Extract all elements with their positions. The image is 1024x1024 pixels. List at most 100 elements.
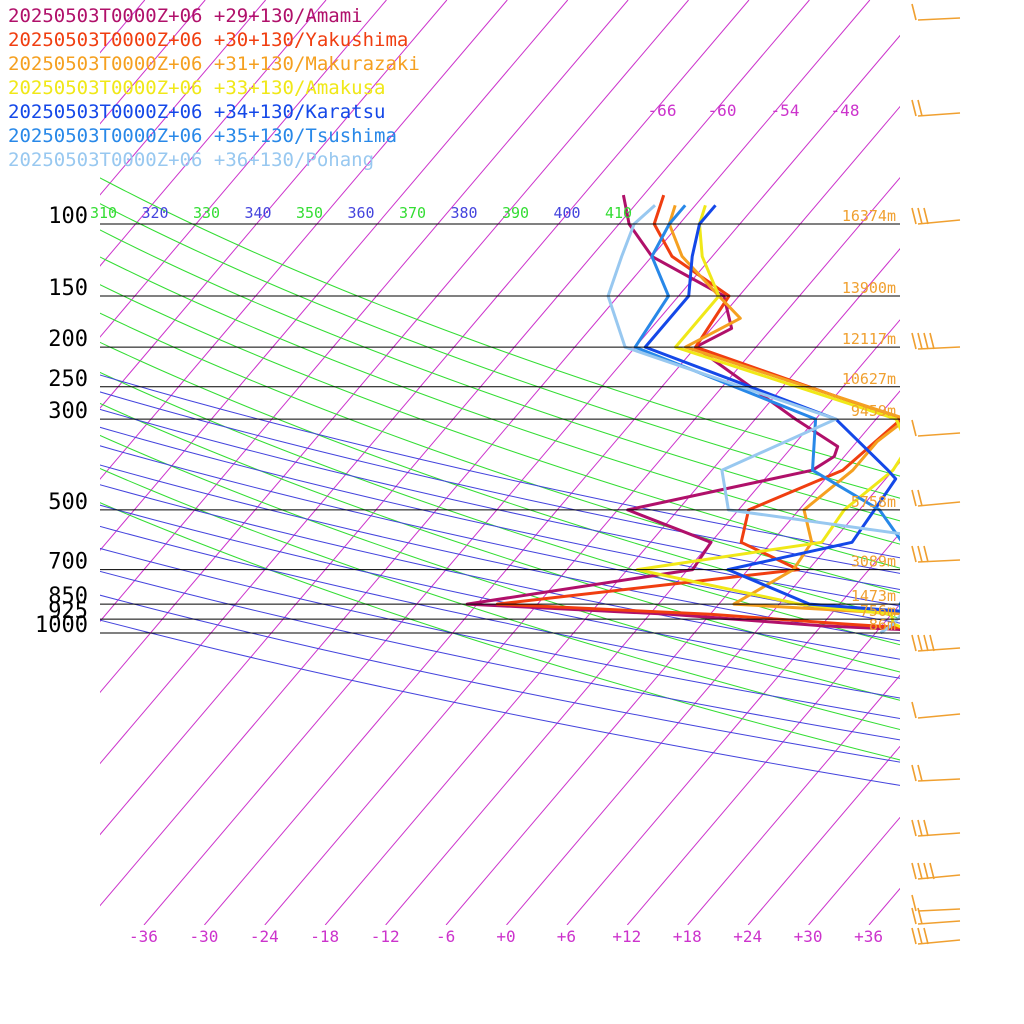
x-tick-label: +6 bbox=[557, 927, 576, 946]
series-line bbox=[643, 204, 900, 613]
theta-label: 370 bbox=[399, 204, 426, 222]
height-label: 756m bbox=[860, 602, 896, 620]
isentrope-line bbox=[100, 484, 900, 660]
isotherm-line bbox=[143, 34, 900, 925]
isentrope-line bbox=[100, 619, 900, 786]
pressure-tick-label: 100 bbox=[48, 204, 88, 229]
height-label: 3089m bbox=[851, 553, 896, 571]
wind-barb bbox=[911, 207, 961, 225]
isotherm-line bbox=[100, 0, 810, 836]
wind-barb bbox=[911, 99, 961, 117]
pressure-tick-label: 925 bbox=[48, 599, 88, 624]
pressure-tick-label: 850 bbox=[48, 584, 88, 609]
isotherm-line bbox=[100, 0, 871, 907]
isotherm-line bbox=[747, 745, 900, 925]
theta-label: 410 bbox=[605, 204, 632, 222]
x-tick-label: -18 bbox=[310, 927, 339, 946]
isotherm-line bbox=[100, 0, 750, 765]
dry-adiabat-line bbox=[100, 312, 900, 594]
isotherm-line bbox=[566, 532, 900, 925]
dry-adiabat-line bbox=[100, 229, 900, 522]
height-label: 9459m bbox=[851, 402, 896, 420]
isotherm-line bbox=[264, 176, 900, 925]
theta-label: 380 bbox=[451, 204, 478, 222]
wind-barb bbox=[911, 419, 961, 437]
legend: 20250503T0000Z+06 +29+130/Amami 20250503T… bbox=[8, 4, 420, 172]
isotherm-line bbox=[990, 0, 1024, 925]
isentrope-line bbox=[100, 547, 900, 720]
theta-label: 320 bbox=[142, 204, 169, 222]
wind-barb bbox=[911, 634, 961, 652]
dry-adiabat-line bbox=[100, 284, 900, 569]
x-tick-label: -36 bbox=[129, 927, 158, 946]
temperature-top-label: -54 bbox=[771, 101, 800, 120]
theta-label: 310 bbox=[90, 204, 117, 222]
pressure-tick-label: 250 bbox=[48, 367, 88, 392]
legend-entry: 20250503T0000Z+06 +33+130/Amakusa bbox=[8, 77, 386, 99]
isotherm-line bbox=[385, 319, 900, 925]
dry-adiabat-line bbox=[100, 177, 900, 477]
wind-barb bbox=[911, 819, 961, 837]
x-tick-label: +24 bbox=[733, 927, 762, 946]
height-label: 5758m bbox=[851, 493, 896, 511]
isentrope-line bbox=[100, 570, 900, 741]
isotherm-line bbox=[204, 105, 900, 925]
legend-entry: 20250503T0000Z+06 +31+130/Makurazaki bbox=[8, 53, 420, 75]
wind-barb bbox=[911, 332, 961, 350]
x-tick-label: -6 bbox=[436, 927, 455, 946]
isotherm-line bbox=[100, 0, 387, 338]
isotherm-line bbox=[929, 0, 1024, 925]
isotherm-line bbox=[506, 461, 900, 925]
legend-entry: 20250503T0000Z+06 +30+130/Yakushima bbox=[8, 29, 409, 51]
dry-adiabat-line bbox=[100, 467, 900, 731]
isentrope-line bbox=[100, 464, 900, 642]
axis-labels: 100 16374m 150 13900m 200 12117m 250 10627m 300 9… bbox=[35, 101, 900, 946]
wind-barb bbox=[911, 927, 961, 945]
height-label: 10627m bbox=[842, 370, 896, 388]
wind-barb bbox=[911, 3, 961, 21]
height-label: 86m bbox=[869, 616, 896, 634]
isotherm-line bbox=[626, 603, 900, 925]
wind-barb bbox=[911, 489, 961, 507]
x-tick-label: +30 bbox=[794, 927, 823, 946]
dry-adiabat-line bbox=[100, 341, 900, 619]
series-line bbox=[635, 204, 900, 629]
isotherm-line bbox=[100, 0, 266, 196]
wind-barb bbox=[911, 701, 961, 719]
pressure-tick-label: 700 bbox=[48, 550, 88, 575]
x-tick-label: +36 bbox=[854, 927, 883, 946]
isentrope-line bbox=[100, 374, 900, 559]
isentrope-line bbox=[100, 391, 900, 574]
wind-barbs bbox=[911, 3, 961, 945]
height-label: 13900m bbox=[842, 279, 896, 297]
pressure-tick-label: 500 bbox=[48, 490, 88, 515]
wind-barb bbox=[911, 894, 961, 912]
series-group bbox=[465, 194, 900, 635]
isotherm-line bbox=[100, 0, 448, 409]
wind-barb bbox=[911, 545, 961, 563]
temperature-top-label: -60 bbox=[708, 101, 737, 120]
series-line bbox=[633, 204, 900, 615]
wind-barb bbox=[911, 862, 961, 880]
isotherm-line bbox=[100, 0, 569, 552]
series-line bbox=[606, 204, 900, 635]
x-tick-label: -12 bbox=[371, 927, 400, 946]
x-tick-label: -24 bbox=[250, 927, 279, 946]
isentrope-line bbox=[100, 504, 900, 679]
isentrope-line bbox=[100, 426, 900, 607]
temperature-top-label: -48 bbox=[831, 101, 860, 120]
dry-adiabat-line bbox=[100, 502, 900, 761]
isotherm-line bbox=[808, 816, 900, 925]
isotherm-line bbox=[100, 0, 508, 480]
x-tick-label: -30 bbox=[189, 927, 218, 946]
isentrope-line bbox=[100, 594, 900, 763]
dry-adiabat-line bbox=[100, 256, 900, 545]
isentrope-line bbox=[100, 408, 900, 590]
grid-lines bbox=[100, 0, 1024, 925]
isotherm-line bbox=[445, 390, 900, 925]
legend-entry: 20250503T0000Z+06 +36+130/Pohang bbox=[8, 149, 375, 171]
pressure-tick-label: 300 bbox=[48, 399, 88, 424]
dry-adiabat-line bbox=[100, 434, 900, 701]
wind-barb bbox=[911, 907, 961, 925]
